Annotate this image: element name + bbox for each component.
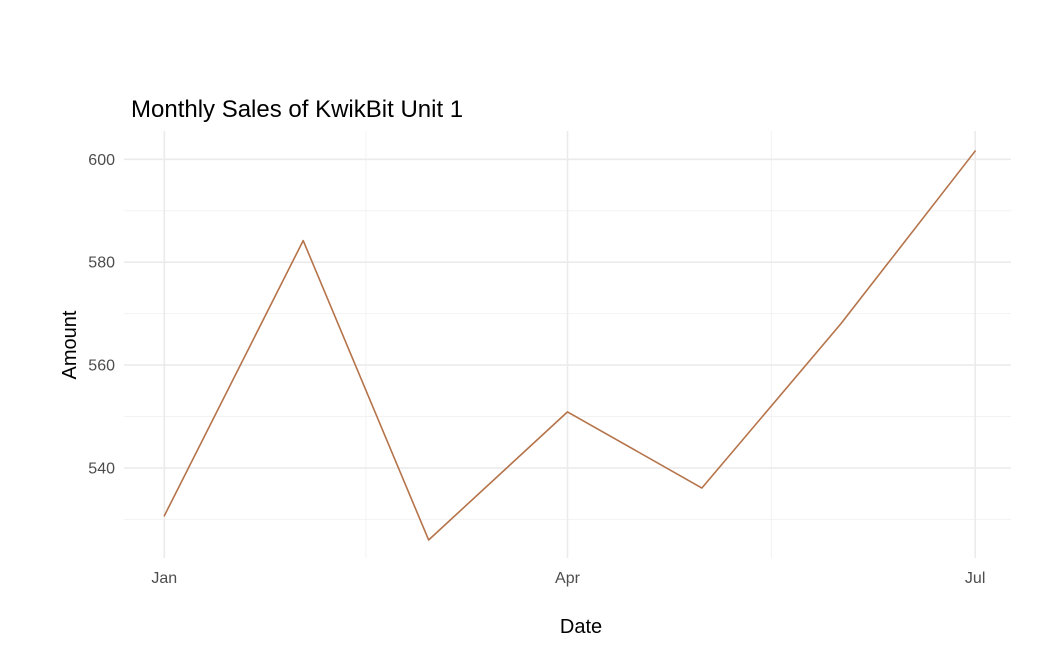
grid-layer [124,131,1011,558]
x-tick-label: Jul [965,570,985,587]
y-tick-label: 600 [88,152,115,169]
x-tick-label: Jan [151,570,177,587]
chart-title: Monthly Sales of KwikBit Unit 1 [131,96,463,123]
x-axis-title: Date [560,616,602,638]
y-tick-label: 560 [88,358,115,375]
x-tick-label: Apr [555,570,581,587]
y-tick-label: 580 [88,255,115,272]
tick-labels: 540 560 580 600 Jan Apr Jul [88,152,985,587]
series-line-1 [163,150,976,541]
series-layer [163,150,976,541]
y-tick-label: 540 [88,460,115,477]
y-axis-title: Amount [59,310,81,379]
